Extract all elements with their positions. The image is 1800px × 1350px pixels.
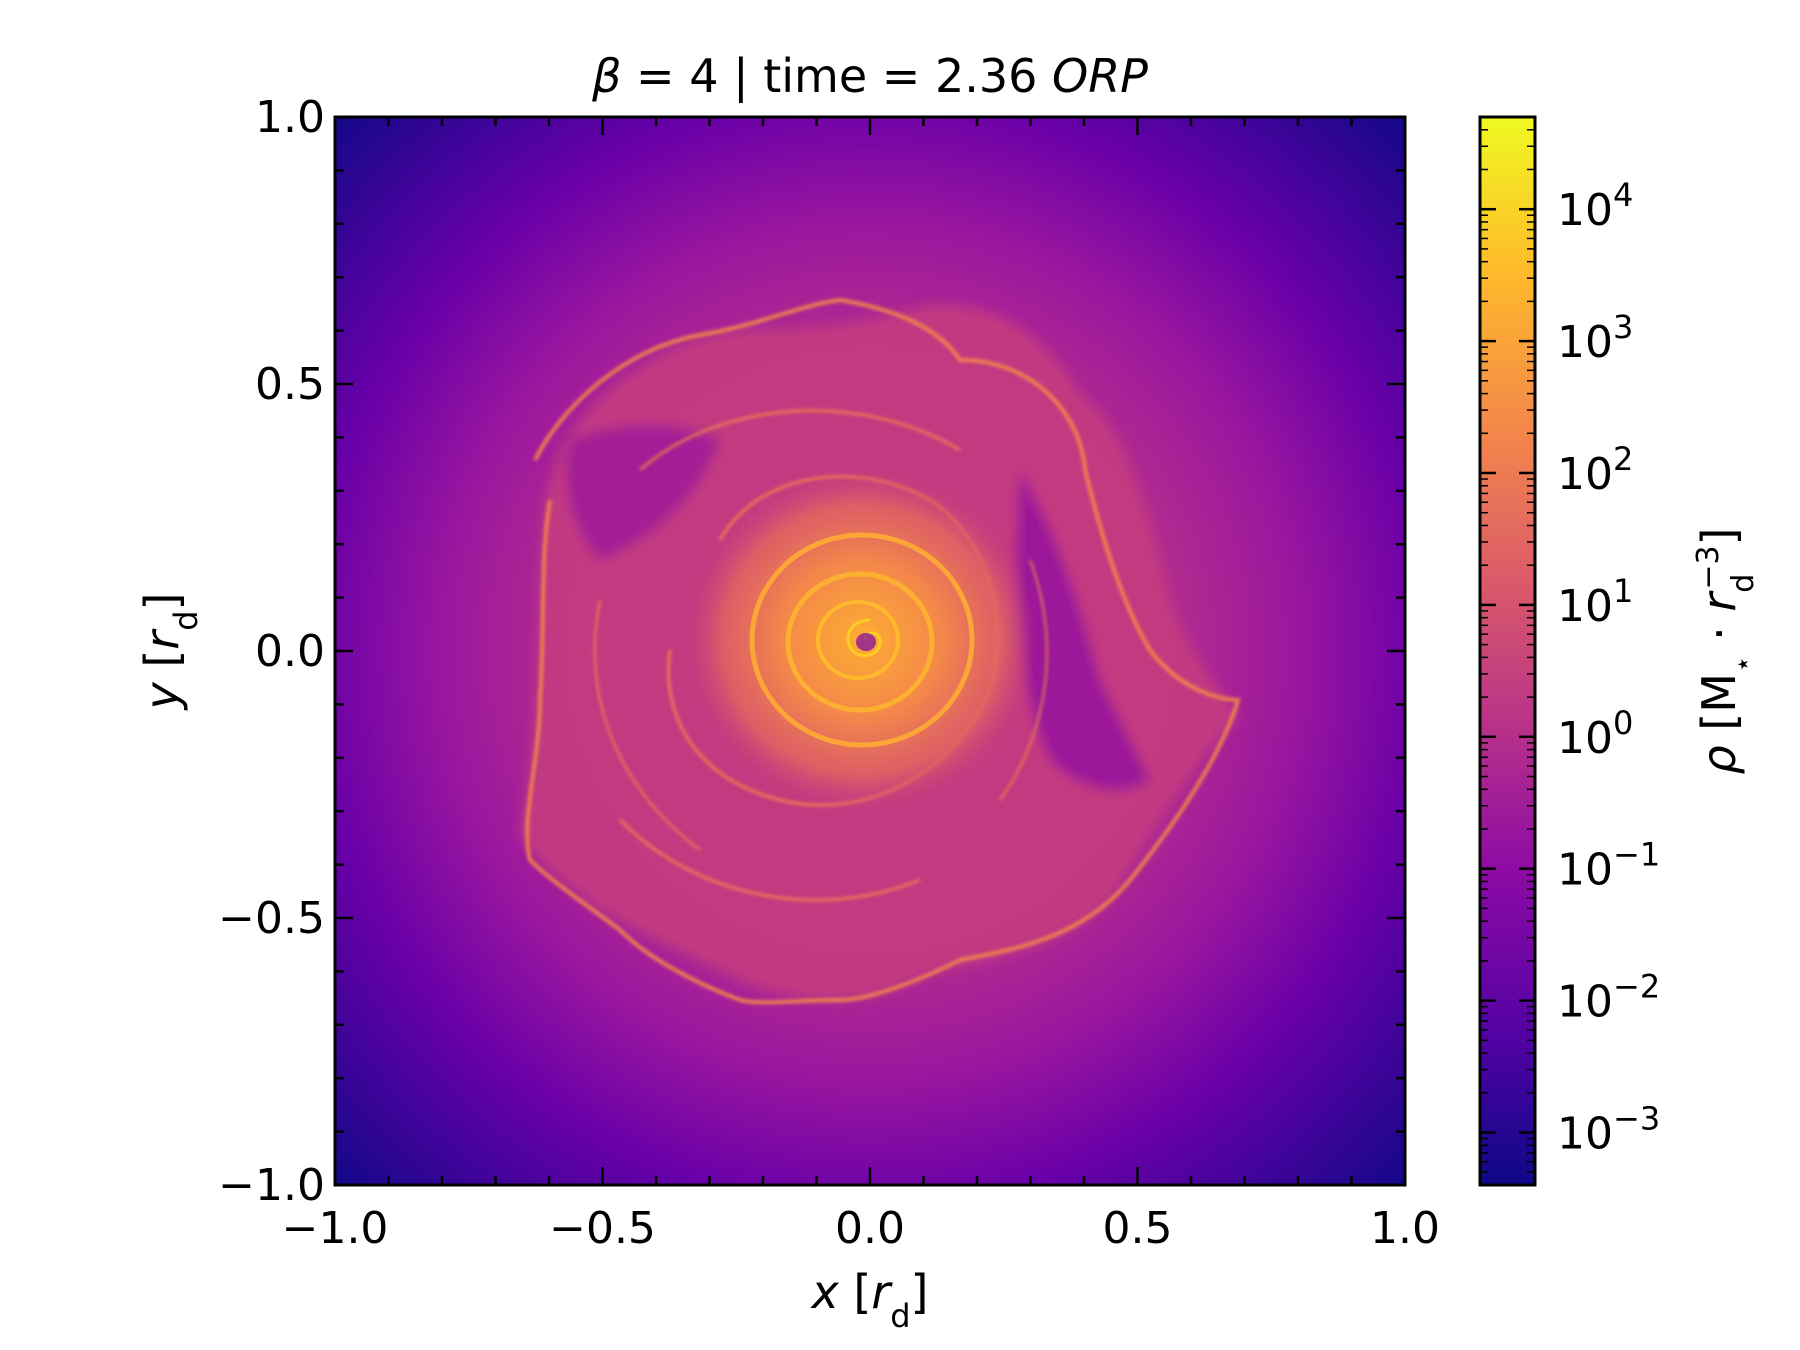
- x-tick-label: 0.5: [1103, 1203, 1173, 1254]
- arm-5: [593, 599, 701, 851]
- cb-label-rsup: −3: [1691, 545, 1726, 589]
- colorbar-tick-base: 10: [1557, 317, 1613, 368]
- colorbar: [1480, 117, 1535, 1185]
- core-spiral: [846, 618, 882, 658]
- title-unit: ORP: [1052, 49, 1148, 103]
- cb-label-rsub: d: [1726, 574, 1761, 593]
- cb-label-dot: ·: [1692, 612, 1746, 656]
- colorbar-tick-base: 10: [1557, 185, 1613, 236]
- cb-label-open: [M: [1692, 673, 1746, 745]
- y-tick-label: −0.5: [218, 893, 325, 944]
- y-label-sub: d: [167, 610, 205, 630]
- cb-label-close: ]: [1692, 527, 1746, 545]
- core-ring-2: [785, 571, 935, 713]
- colorbar-tick-label: 103: [1557, 308, 1633, 368]
- core-center: [856, 633, 876, 651]
- colorbar-tick-exponent: −1: [1613, 836, 1660, 874]
- colorbar-label: ρ [M⋆ · rd−3]: [1691, 527, 1761, 774]
- colorbar-tick-base: 10: [1557, 1109, 1613, 1160]
- colorbar-tick-exponent: −2: [1613, 968, 1660, 1006]
- colorbar-tick-exponent: 0: [1613, 704, 1633, 742]
- colorbar-tick-exponent: 3: [1613, 308, 1633, 346]
- x-label-r: r: [871, 1265, 893, 1319]
- y-tick-label: −1.0: [218, 1160, 325, 1211]
- x-axis-ticks: [333, 117, 1407, 1185]
- core-ring-1: [749, 532, 975, 748]
- x-tick-label: −0.5: [549, 1203, 656, 1254]
- y-axis-label: y [rd]: [135, 593, 205, 712]
- colorbar-ticks: [1480, 116, 1535, 1186]
- y-axis-ticks: [335, 115, 1405, 1187]
- void-region-ne: [1016, 470, 1150, 791]
- title-text: = 4 | time = 2.36: [621, 49, 1052, 104]
- title-beta: β: [591, 49, 621, 103]
- southern-shock-front: [525, 499, 741, 1002]
- chart-title: β = 4 | time = 2.36 ORP: [591, 49, 1148, 104]
- x-label-symbol: x: [810, 1265, 840, 1319]
- colorbar-tick-exponent: −3: [1613, 1100, 1660, 1138]
- colorbar-tick-label: 104: [1557, 176, 1633, 236]
- colorbar-tick-base: 10: [1557, 449, 1613, 500]
- y-tick-label: 1.0: [255, 92, 325, 143]
- y-tick-label: 0.0: [255, 626, 325, 677]
- outer-shock-front: [533, 297, 1241, 1005]
- plot-area: [335, 117, 1405, 1185]
- arm-3: [639, 409, 961, 472]
- x-tick-label: 0.0: [835, 1203, 905, 1254]
- x-label-open: [: [839, 1265, 872, 1319]
- colorbar-tick-label: 10−2: [1557, 968, 1660, 1028]
- colorbar-tick-base: 10: [1557, 581, 1613, 632]
- core-ring-3: [816, 600, 900, 680]
- cb-label-r: r: [1692, 590, 1746, 612]
- colorbar-tick-label: 102: [1557, 440, 1633, 500]
- y-label-close: ]: [135, 593, 189, 611]
- cb-label-rho: ρ: [1692, 745, 1746, 774]
- colorbar-tick-exponent: 4: [1613, 176, 1633, 214]
- colorbar-tick-label: 100: [1557, 704, 1633, 764]
- colorbar-tick-base: 10: [1557, 845, 1613, 896]
- x-tick-label: 1.0: [1370, 1203, 1440, 1254]
- x-tick-label: −1.0: [282, 1203, 389, 1254]
- void-region-nw: [566, 425, 720, 560]
- arm-6: [998, 559, 1049, 801]
- y-axis-tick-labels: −1.0 −0.5 0.0 0.5 1.0: [218, 92, 325, 1211]
- colorbar-tick-exponent: 2: [1613, 440, 1633, 478]
- x-label-sub: d: [890, 1297, 910, 1335]
- colorbar-tick-label: 101: [1557, 572, 1633, 632]
- colorbar-tick-exponent: 1: [1613, 572, 1633, 610]
- x-label-close: ]: [911, 1265, 929, 1319]
- x-axis-label: x [rd]: [810, 1265, 929, 1335]
- colorbar-tick-base: 10: [1557, 977, 1613, 1028]
- colorbar-tick-label: 10−1: [1557, 836, 1660, 896]
- x-axis-tick-labels: −1.0 −0.5 0.0 0.5 1.0: [282, 1203, 1440, 1254]
- colorbar-frame: [1478, 115, 1537, 1187]
- arm-4: [618, 818, 921, 902]
- spiral-core: [687, 470, 1037, 810]
- y-label-symbol: y: [135, 682, 189, 712]
- cb-label-star: ⋆: [1726, 656, 1759, 674]
- y-label-r: r: [135, 628, 189, 650]
- y-label-open: [: [135, 650, 189, 683]
- colorbar-tick-base: 10: [1557, 713, 1613, 764]
- colorbar-tick-label: 10−3: [1557, 1100, 1660, 1160]
- y-tick-label: 0.5: [255, 359, 325, 410]
